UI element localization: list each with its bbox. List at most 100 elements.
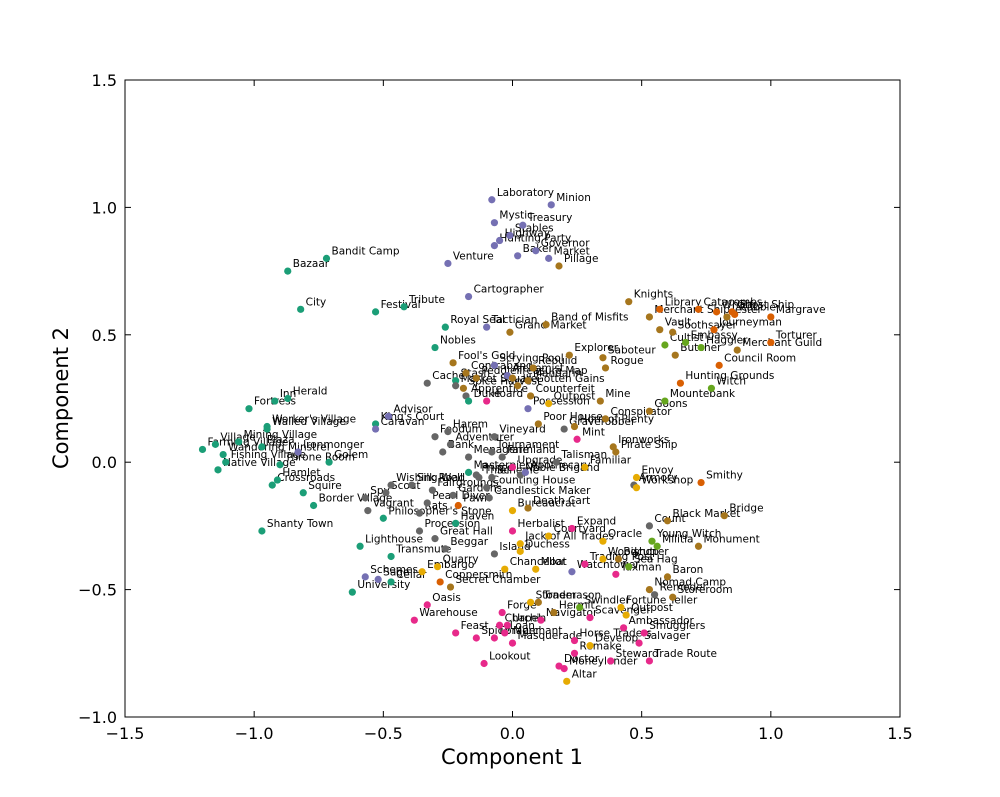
data-point (452, 629, 460, 637)
point-label: Oracle (608, 528, 642, 540)
data-point (723, 313, 731, 321)
point-label: University (357, 579, 410, 591)
data-point (516, 547, 524, 555)
point-label: Philosopher's Stone (388, 505, 491, 517)
data-point (537, 616, 545, 624)
data-point (506, 231, 514, 240)
point-label: Noble Brigand (525, 462, 600, 474)
point-label: Vault (665, 317, 692, 329)
data-point (452, 382, 460, 390)
data-point (211, 440, 220, 448)
data-point (268, 481, 276, 489)
data-point (514, 382, 522, 390)
data-point (555, 262, 563, 270)
point-label: Stonemason (536, 589, 602, 601)
point-label: Merchant Ship (654, 304, 730, 316)
data-point (542, 321, 550, 329)
y-tick-label: 0.0 (92, 453, 117, 472)
point-label: Fool's Gold (458, 350, 515, 362)
data-point (697, 478, 705, 487)
data-point (490, 550, 499, 558)
point-label: Horse Traders (580, 628, 652, 640)
data-point (617, 603, 625, 612)
data-point (503, 621, 511, 629)
point-label: Prince (481, 462, 513, 474)
data-point (322, 254, 331, 262)
point-label: Haven (461, 510, 495, 522)
point-label: Graverobber (569, 416, 636, 428)
data-point (508, 527, 517, 535)
point-label: Mountebank (670, 388, 736, 400)
data-point (441, 545, 449, 553)
data-point (645, 313, 654, 321)
point-label: Herbalist (518, 518, 565, 530)
x-tick-label: −1.0 (235, 724, 274, 743)
point-label: Candlestick Maker (494, 485, 591, 497)
point-label: Pawn (463, 493, 491, 505)
data-point (382, 489, 390, 497)
point-label: Transmute (395, 543, 451, 555)
data-point (387, 552, 395, 561)
data-point (524, 405, 532, 413)
point-label: Beggar (450, 536, 488, 548)
data-point (459, 384, 468, 392)
x-tick-label: 1.5 (887, 724, 912, 743)
data-point (581, 463, 589, 471)
data-point (464, 397, 473, 405)
data-point (433, 563, 442, 571)
point-label: Inn (280, 388, 296, 400)
data-point (599, 354, 607, 362)
data-point (431, 535, 439, 543)
data-point (508, 374, 517, 382)
data-point (464, 292, 473, 301)
data-point (297, 305, 305, 313)
data-point (490, 219, 499, 227)
data-point (495, 621, 504, 629)
data-point (648, 537, 656, 545)
data-point (712, 308, 721, 316)
data-point (436, 578, 444, 586)
data-point (570, 649, 579, 657)
point-label: Militia (662, 533, 693, 545)
data-point (534, 598, 542, 606)
point-label: Haggler (706, 335, 748, 347)
data-point (364, 507, 372, 515)
data-point (446, 583, 455, 591)
data-point (508, 507, 517, 515)
point-label: Ghost Ship (737, 299, 794, 311)
point-label: Mint (582, 426, 605, 438)
data-point (431, 433, 439, 441)
data-point (516, 540, 524, 548)
data-point (532, 247, 540, 255)
point-label: Shanty Town (267, 518, 333, 530)
point-label: Moneylender (569, 656, 638, 668)
point-label: Sage (383, 566, 409, 578)
data-point (490, 634, 499, 642)
point-label: Oasis (432, 592, 461, 604)
point-label: Masquerade (518, 630, 583, 642)
data-point (565, 351, 573, 359)
point-label: Secret Chamber (456, 574, 542, 586)
data-point (472, 634, 480, 642)
point-label: Bridge (729, 503, 763, 515)
point-label: Silk Road (417, 472, 465, 484)
point-label: Festival (381, 299, 421, 311)
data-point (387, 578, 395, 586)
point-label: Village (220, 431, 255, 443)
point-label: Remodel (660, 582, 706, 594)
point-label: Alchemist (512, 363, 564, 375)
data-point (532, 565, 540, 573)
point-label: Lighthouse (365, 533, 423, 545)
data-point (508, 463, 517, 471)
data-point (356, 542, 364, 550)
data-point (676, 379, 685, 387)
data-point (581, 560, 589, 568)
data-point (614, 555, 623, 563)
point-label: Plaza (267, 434, 295, 446)
data-point (410, 616, 418, 624)
data-point (271, 397, 279, 405)
x-tick-label: 0.0 (500, 724, 525, 743)
point-label: Bandit Camp (332, 245, 400, 257)
data-point (490, 433, 499, 441)
point-label: Bazaar (293, 258, 330, 270)
